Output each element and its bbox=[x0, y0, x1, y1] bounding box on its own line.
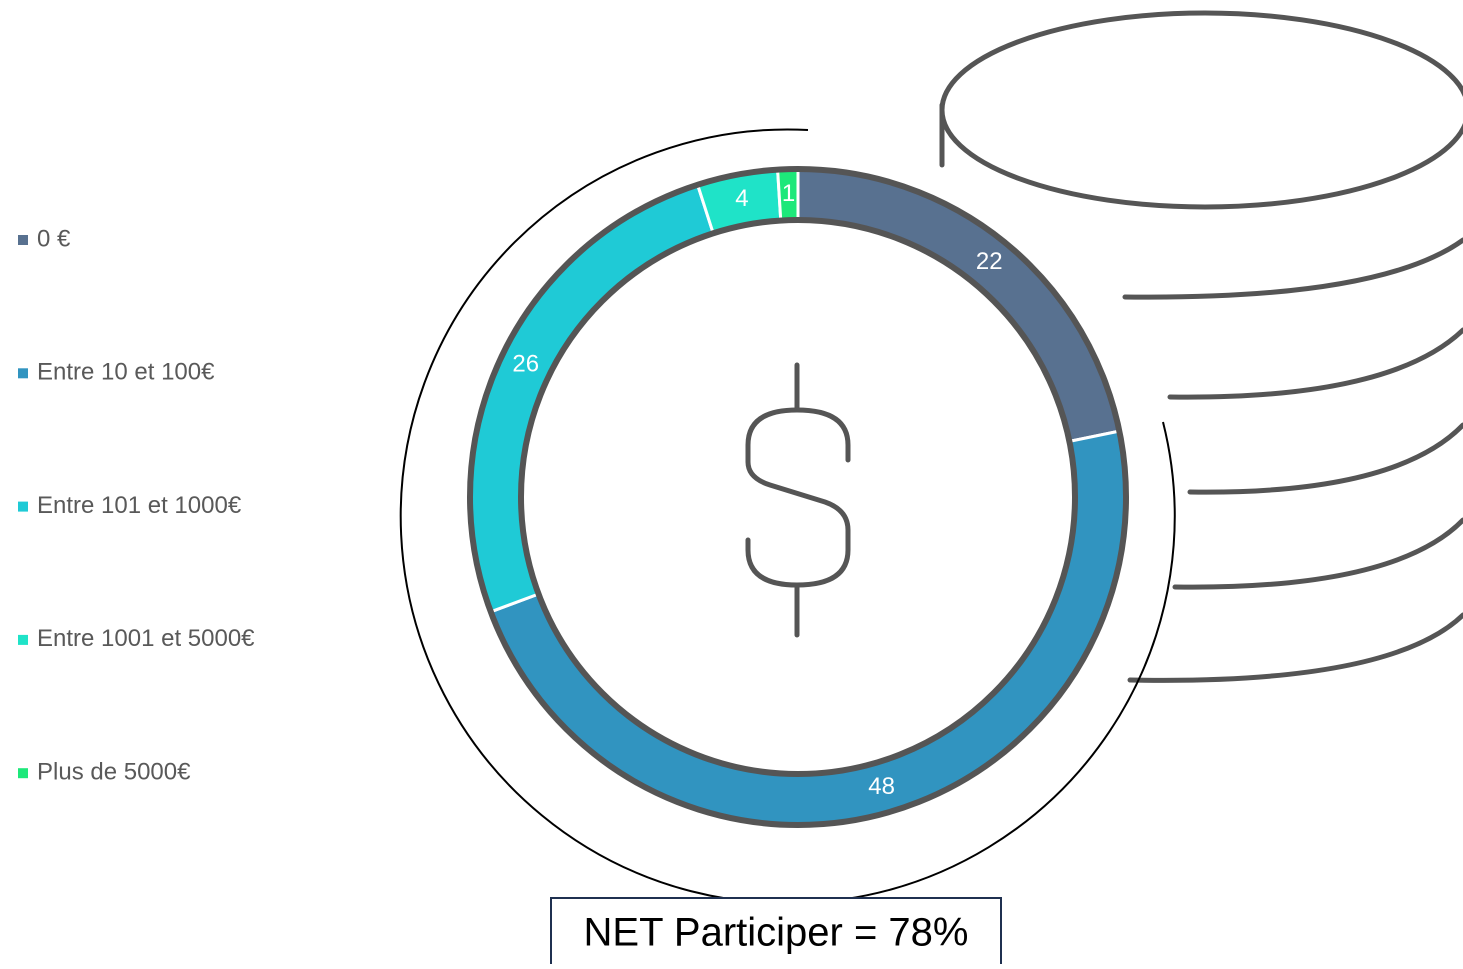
donut-inner-rim bbox=[518, 217, 1078, 777]
legend-swatch bbox=[18, 501, 28, 512]
data-label: 1 bbox=[782, 180, 795, 207]
dollar-icon bbox=[745, 362, 851, 638]
legend-label: Entre 1001 et 5000€ bbox=[37, 625, 255, 652]
legend-label: Entre 10 et 100€ bbox=[37, 359, 215, 386]
annotation: NET Participer = 78% bbox=[584, 911, 969, 955]
donut-outer-rim bbox=[467, 166, 1129, 828]
legend-swatch bbox=[18, 368, 28, 379]
donut-segment bbox=[488, 429, 1128, 827]
data-label: 4 bbox=[735, 185, 748, 212]
donut: 22 48 26 4 1 bbox=[467, 166, 1129, 828]
data-label: 26 bbox=[512, 350, 539, 377]
outer-arc bbox=[399, 128, 1176, 905]
legend-swatch bbox=[18, 768, 28, 779]
legend-label: Plus de 5000€ bbox=[37, 759, 191, 786]
data-label: 48 bbox=[868, 773, 895, 800]
legend-swatch bbox=[18, 235, 28, 245]
data-label: 22 bbox=[976, 248, 1003, 275]
legend-label: Entre 101 et 1000€ bbox=[37, 492, 242, 519]
annotation-box bbox=[550, 897, 1002, 969]
coin-stack bbox=[939, 10, 1463, 683]
legend-swatch bbox=[18, 634, 28, 645]
legend-label: 0 € bbox=[37, 225, 71, 252]
